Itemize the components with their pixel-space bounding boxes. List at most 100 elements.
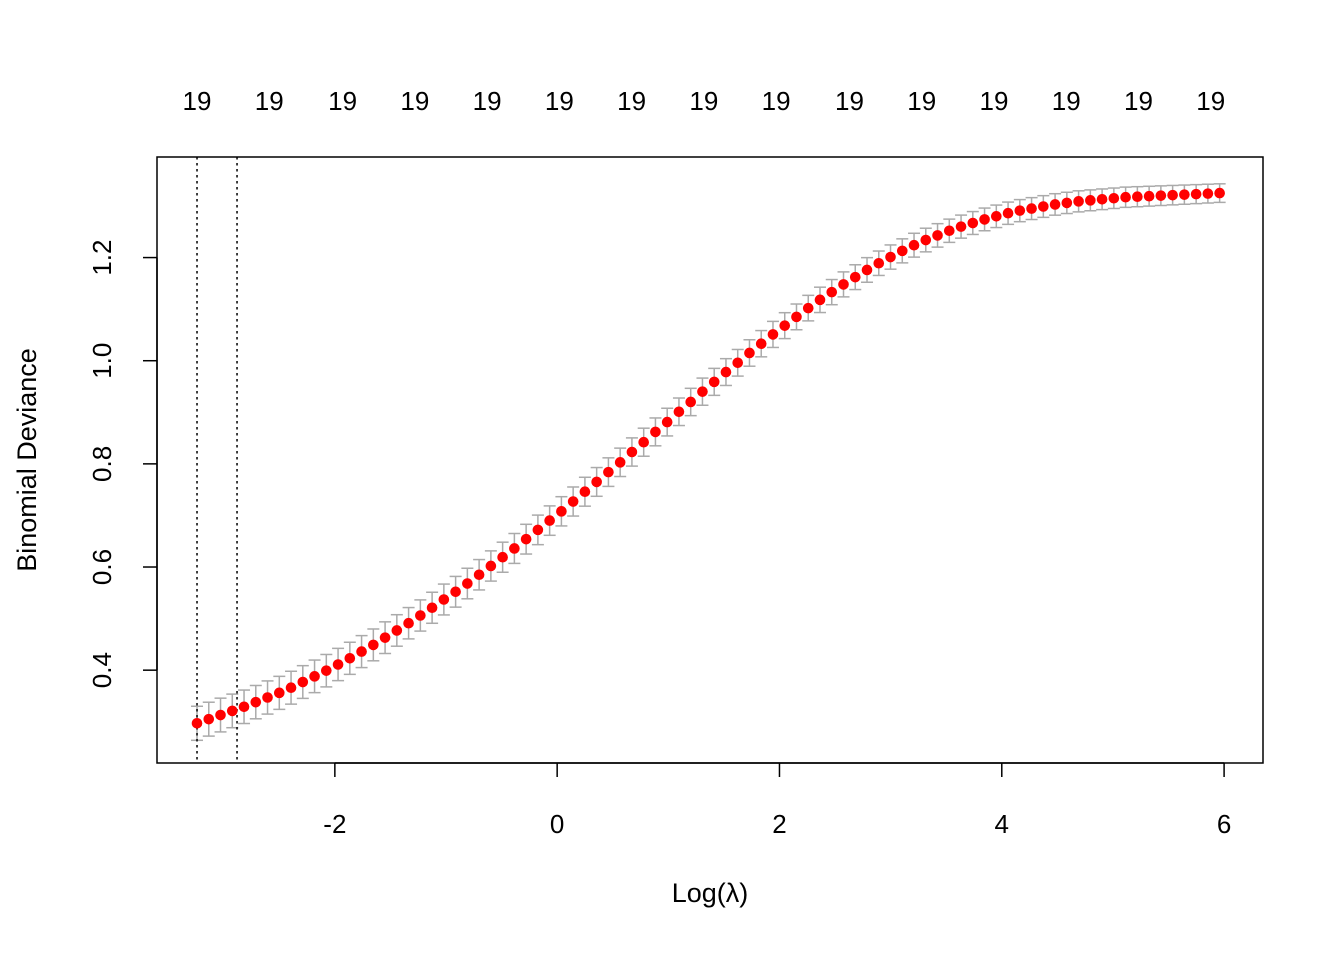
data-point — [991, 211, 1002, 222]
data-point — [191, 717, 203, 729]
data-point — [509, 543, 520, 554]
x-axis: -2 0 2 4 6 — [323, 762, 1231, 839]
data-point — [638, 436, 649, 448]
data-point — [1014, 205, 1026, 216]
data-point — [591, 476, 602, 488]
data-point — [650, 426, 661, 438]
data-point — [344, 653, 356, 664]
data-point — [356, 646, 367, 657]
data-point — [826, 286, 838, 298]
top-count-label: 19 — [689, 86, 718, 116]
top-count-label: 19 — [1124, 86, 1153, 116]
data-point — [838, 279, 849, 290]
data-point — [685, 396, 697, 408]
data-point — [755, 338, 767, 349]
data-point — [1214, 187, 1225, 199]
data-point — [556, 506, 567, 517]
data-point — [238, 701, 250, 713]
data-point — [1049, 199, 1061, 210]
data-point — [321, 665, 332, 676]
top-count-label: 19 — [183, 86, 212, 116]
data-point — [1061, 197, 1073, 209]
top-count-label: 19 — [1196, 86, 1225, 116]
data-point — [1167, 189, 1178, 201]
top-count-label: 19 — [400, 86, 429, 116]
x-tick-label: 2 — [772, 809, 786, 839]
data-point — [285, 682, 297, 694]
top-count-label: 19 — [907, 86, 936, 116]
data-point — [438, 594, 450, 605]
data-point — [579, 486, 591, 498]
y-tick-label: 1.0 — [87, 343, 117, 379]
y-tick-label: 0.6 — [87, 549, 117, 585]
data-point — [779, 320, 791, 331]
data-point — [1132, 191, 1143, 203]
top-count-label: 19 — [835, 86, 864, 116]
data-point — [1026, 203, 1037, 214]
data-point — [767, 329, 779, 340]
data-point — [403, 617, 414, 629]
data-point — [744, 347, 755, 359]
x-axis-title: Log(λ) — [672, 878, 749, 908]
data-point — [262, 692, 273, 703]
data-point — [1073, 196, 1084, 207]
data-point — [979, 214, 990, 225]
data-point — [332, 659, 344, 670]
data-point — [708, 376, 720, 388]
data-point — [450, 586, 461, 598]
data-point — [661, 416, 673, 428]
data-point — [626, 446, 638, 458]
data-point — [203, 713, 215, 725]
data-point — [1143, 190, 1155, 202]
data-point — [391, 625, 403, 636]
data-point — [379, 632, 391, 643]
top-count-label: 19 — [473, 86, 502, 116]
data-point — [226, 705, 238, 717]
data-point — [720, 366, 732, 378]
data-point — [908, 239, 920, 251]
lambda-reference-lines — [196, 157, 238, 763]
y-axis-title: Binomial Deviance — [12, 348, 42, 572]
data-point — [849, 271, 861, 283]
top-count-label: 19 — [328, 86, 357, 116]
data-point — [802, 302, 814, 314]
data-point — [462, 578, 473, 589]
data-point — [896, 245, 908, 257]
data-point — [603, 466, 614, 478]
data-point — [932, 230, 943, 241]
top-axis-nonzero-counts: 19 19 19 19 19 19 19 19 19 19 19 19 19 19 19 — [183, 86, 1226, 116]
data-point — [273, 687, 285, 699]
y-axis: 0.4 0.6 0.8 1.0 1.2 — [87, 239, 158, 688]
data-point — [673, 406, 685, 418]
data-point — [532, 524, 544, 536]
data-point — [861, 264, 873, 276]
data-point — [473, 569, 485, 581]
data-point — [1190, 188, 1202, 200]
y-tick-label: 0.8 — [87, 446, 117, 482]
data-point — [567, 496, 579, 507]
y-tick-label: 0.4 — [87, 652, 117, 688]
data-point — [520, 533, 532, 545]
data-point — [415, 610, 426, 621]
data-point — [814, 294, 826, 306]
data-point — [873, 257, 885, 269]
y-tick-label: 1.2 — [87, 239, 117, 275]
data-point — [368, 639, 379, 651]
data-point — [967, 217, 979, 229]
x-tick-label: -2 — [323, 809, 346, 839]
data-points — [191, 187, 1225, 729]
data-point — [426, 602, 438, 614]
top-count-label: 19 — [545, 86, 574, 116]
data-point — [1002, 207, 1014, 219]
data-point — [309, 671, 320, 682]
data-point — [920, 234, 932, 246]
x-tick-label: 0 — [550, 809, 564, 839]
data-point — [485, 560, 497, 572]
data-point — [297, 676, 309, 688]
top-count-label: 19 — [762, 86, 791, 116]
data-point — [697, 386, 708, 397]
x-tick-label: 4 — [995, 809, 1009, 839]
data-point — [614, 457, 626, 468]
data-point — [1096, 193, 1108, 205]
